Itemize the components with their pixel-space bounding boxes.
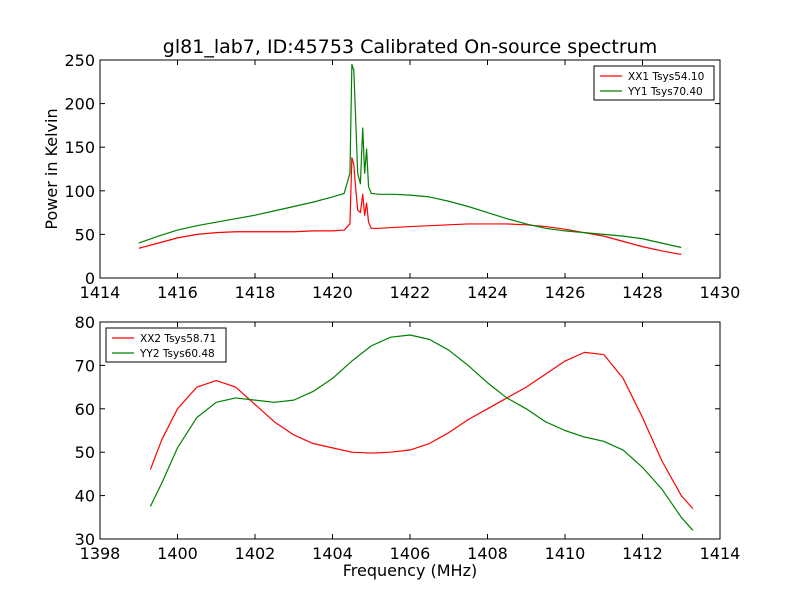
x-tick-label: 1414: [80, 283, 121, 302]
legend: XX1 Tsys54.10 YY1 Tsys70.40: [593, 65, 715, 101]
series-line-2: [149, 334, 694, 531]
y-tick-label: 30: [75, 530, 95, 549]
y-tick-label: 50: [75, 443, 95, 462]
y-tick-label: 80: [75, 313, 95, 332]
legend-box: [593, 65, 715, 101]
y-tick-label: 250: [64, 51, 95, 70]
y-tick-label: 50: [75, 225, 95, 244]
y-tick-label: 60: [75, 400, 95, 419]
x-tick-label: 1408: [467, 544, 508, 563]
x-tick-label: 1420: [312, 283, 353, 302]
series-line-1: [138, 157, 682, 256]
y-tick-label: 150: [64, 138, 95, 157]
y-tick-label: 200: [64, 95, 95, 114]
legend-box: [105, 327, 227, 363]
x-tick-label: 1422: [390, 283, 431, 302]
x-axis-label: Frequency (MHz): [343, 561, 477, 580]
x-tick-label: 1400: [157, 544, 198, 563]
y-axis-label: Power in Kelvin: [42, 108, 61, 229]
x-tick-label: 1424: [467, 283, 508, 302]
legend-label: XX1 Tsys54.10: [628, 71, 704, 83]
x-tick-label: 1402: [235, 544, 276, 563]
y-tick-label: 0: [85, 269, 95, 288]
legend-label: YY1 Tsys70.40: [627, 86, 703, 98]
x-tick-label: 1406: [390, 544, 431, 563]
x-tick-label: 1404: [312, 544, 353, 563]
y-tick-label: 100: [64, 182, 95, 201]
y-tick-label: 70: [75, 356, 95, 375]
x-tick-label: 1410: [545, 544, 586, 563]
legend: XX2 Tsys58.71 YY2 Tsys60.48: [105, 327, 227, 363]
x-tick-label: 1426: [545, 283, 586, 302]
legend-label: XX2 Tsys58.71: [140, 333, 216, 345]
x-tick-label: 1418: [235, 283, 276, 302]
x-tick-label: 1414: [700, 544, 741, 563]
x-tick-label: 1412: [622, 544, 663, 563]
bottom-panel: 1398 1400 1402 1404 1406 1408 1410 1412 1414 30 40…: [75, 313, 741, 563]
top-panel: 1414 1416 1418 1420 1422 1424 1426 1428 1430 0 50 1…: [64, 51, 740, 302]
x-tick-label: 1416: [157, 283, 198, 302]
series-line-2: [138, 63, 682, 249]
x-tick-label: 1398: [80, 544, 121, 563]
x-tick-label: 1430: [700, 283, 741, 302]
series-line-1: [149, 351, 694, 510]
legend-label: YY2 Tsys60.48: [139, 348, 215, 360]
y-tick-label: 40: [75, 487, 95, 506]
chart-title: gl81_lab7, ID:45753 Calibrated On-source…: [163, 36, 657, 58]
x-tick-label: 1428: [622, 283, 663, 302]
